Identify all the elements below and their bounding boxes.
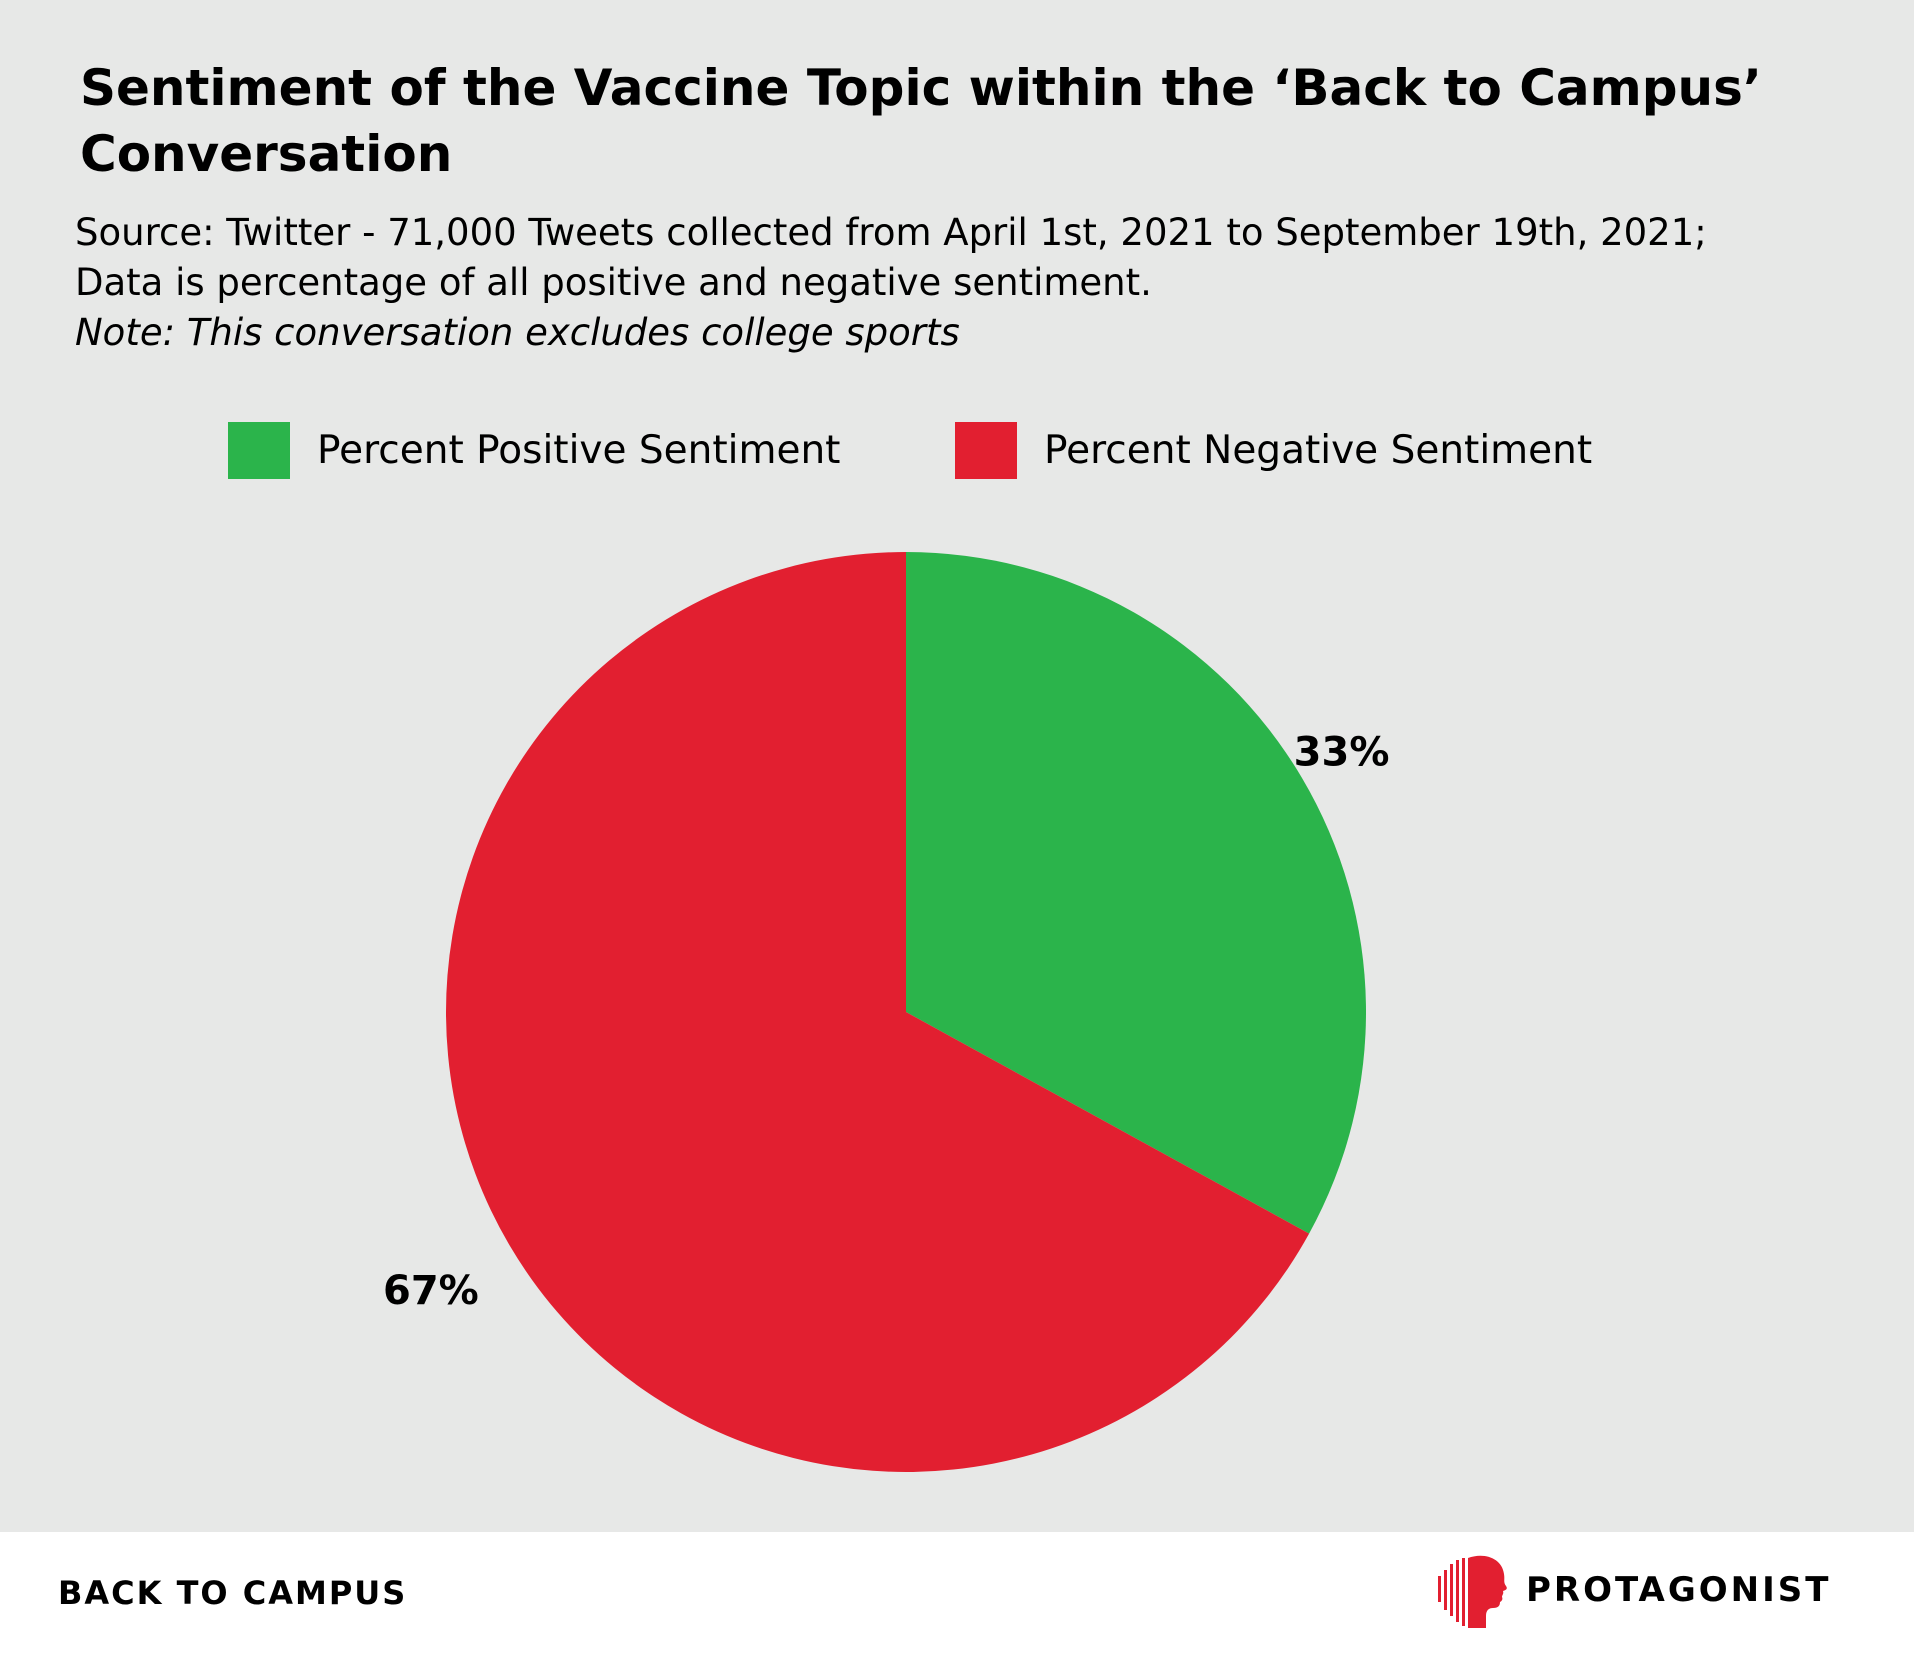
- chart-legend: Percent Positive Sentiment Percent Negat…: [0, 421, 1914, 481]
- data-label-negative: 67%: [383, 1268, 479, 1314]
- chart-subtitle: Source: Twitter - 71,000 Tweets collecte…: [75, 208, 1875, 358]
- protagonist-logo-icon: [1438, 1555, 1507, 1628]
- note-line: Note: This conversation excludes college…: [75, 311, 960, 354]
- data-description-line: Data is percentage of all positive and n…: [75, 261, 1152, 304]
- legend-swatch-positive: [228, 421, 290, 479]
- brand-logo: PROTAGONIST: [1436, 1550, 1831, 1630]
- legend-swatch-negative: [955, 421, 1017, 479]
- chart-title: Sentiment of the Vaccine Topic within th…: [80, 59, 1762, 183]
- pie-chart: 33% 67%: [383, 552, 1390, 1472]
- legend-label-positive: Percent Positive Sentiment: [317, 427, 841, 473]
- pie-slice-negative: [445, 552, 1310, 1472]
- pie-slice-positive: [906, 552, 1366, 1234]
- source-line: Source: Twitter - 71,000 Tweets collecte…: [75, 211, 1707, 254]
- footer-section-title: BACK TO CAMPUS: [58, 1574, 408, 1612]
- legend-item-negative: Percent Negative Sentiment: [955, 421, 1592, 479]
- legend-label-negative: Percent Negative Sentiment: [1044, 427, 1593, 473]
- data-label-positive: 33%: [1294, 729, 1390, 775]
- brand-name: PROTAGONIST: [1526, 1570, 1832, 1610]
- legend-item-positive: Percent Positive Sentiment: [228, 421, 840, 479]
